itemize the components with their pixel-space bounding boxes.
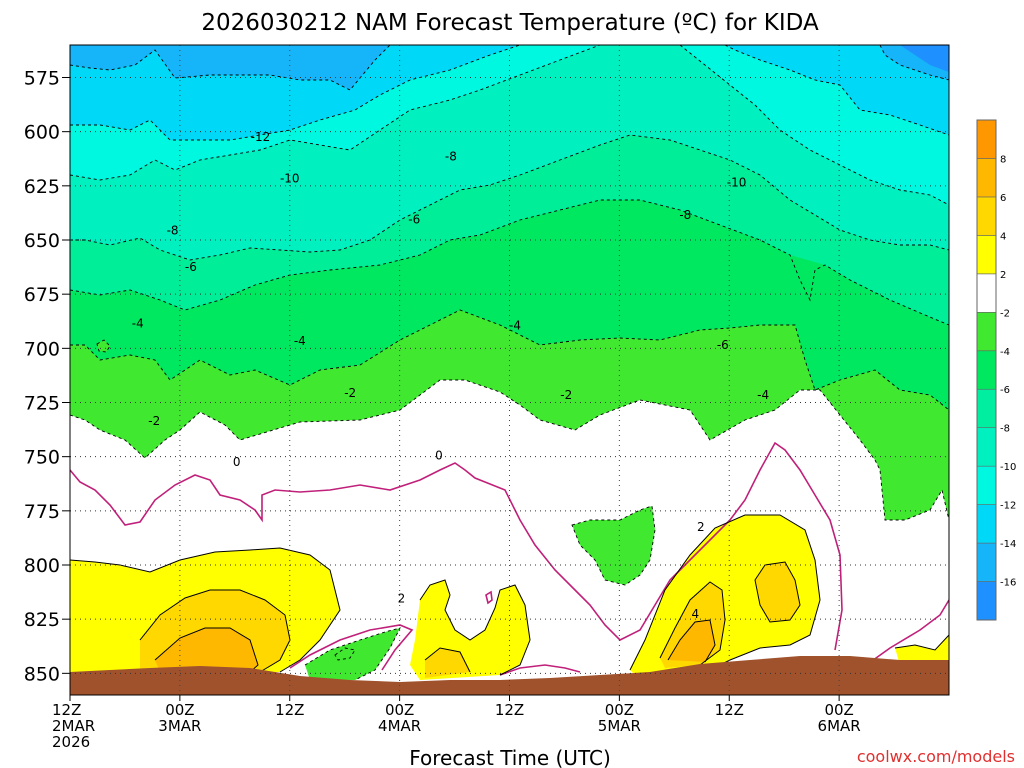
isotherm-solid-lines (70, 514, 949, 676)
x-tick-label: 00Z (385, 701, 414, 719)
legend-tick-label: 2 (1000, 270, 1006, 281)
legend-swatch (976, 504, 997, 544)
y-tick-label: 725 (24, 393, 60, 415)
legend-swatch (976, 158, 997, 198)
isotherm-zero-lines (70, 441, 949, 676)
x-tick-label: 2026 (52, 733, 90, 751)
isotherm-label: -12 (251, 130, 271, 144)
y-tick-label: 800 (24, 555, 60, 577)
credit-text: coolwx.com/models (857, 747, 1015, 766)
legend-swatch (976, 427, 997, 467)
legend-swatch (976, 581, 997, 621)
isotherm-label: -4 (132, 317, 144, 331)
isotherm-label: -4 (757, 388, 769, 402)
y-tick-label: 825 (24, 609, 60, 631)
isotherm-labels: -12 -10 -8 -8 -10 -8 -6 -6 -4 -4 -4 -6 -4 -2 -2 -2 0 0 2 2 4 (132, 130, 769, 621)
band-4-6-mid (425, 648, 470, 678)
legend-tick-label: -4 (1000, 347, 1010, 358)
legend-swatch (976, 235, 997, 275)
isotherm-label: 2 (697, 520, 705, 534)
band-minus-16-to-minus-18 (900, 45, 949, 72)
y-tick-label: 575 (24, 68, 60, 90)
legend-tick-label: -8 (1000, 424, 1010, 435)
legend-swatch (976, 312, 997, 352)
legend-swatch (976, 196, 997, 236)
legend-swatch (976, 542, 997, 582)
band-6-8-left (155, 628, 258, 672)
y-tick-label: 700 (24, 338, 60, 360)
x-tick-label: 12Z (52, 701, 81, 719)
legend-swatch (976, 273, 997, 313)
y-tick-label: 775 (24, 501, 60, 523)
x-tick-label: 12Z (715, 701, 744, 719)
plot-area (70, 45, 949, 695)
isotherm-label: -4 (294, 334, 306, 348)
legend-tick-label: 8 (1000, 154, 1006, 165)
band-6-8-right (668, 620, 715, 662)
x-tick-label: 5MAR (598, 717, 641, 735)
isotherm-label: 2 (398, 592, 406, 606)
legend-tick-label: -12 (1000, 501, 1016, 512)
x-tick-label: 4MAR (378, 717, 421, 735)
legend-swatch (976, 465, 997, 505)
isotherm-label: -8 (445, 150, 457, 164)
legend-tick-label: -2 (1000, 308, 1010, 319)
color-legend: -16 -14 -12 -10 -8 -6 -4 -2 2 4 6 8 (976, 119, 1016, 621)
y-tick-label: 750 (24, 447, 60, 469)
band-yellow-far-right (895, 635, 949, 665)
isotherm-label: -6 (185, 260, 197, 274)
legend-frame (976, 119, 997, 621)
y-tick-label: 625 (24, 176, 60, 198)
y-tick-label: 650 (24, 230, 60, 252)
y-tick-label: 600 (24, 122, 60, 144)
y-tick-label: 850 (24, 663, 60, 685)
legend-swatch (976, 350, 997, 390)
isotherm-label: -2 (344, 386, 356, 400)
band-green-mid (305, 628, 400, 680)
isotherm-dashed-lines (70, 45, 949, 681)
legend-tick-label: -16 (1000, 578, 1016, 589)
legend-tick-label: -14 (1000, 539, 1016, 550)
x-tick-label: 3MAR (158, 717, 201, 735)
x-tick-label: 2MAR (52, 717, 95, 735)
y-tick-label: 675 (24, 284, 60, 306)
isotherm-label: 4 (692, 607, 700, 621)
isotherm-label: -2 (148, 414, 160, 428)
isotherm-label: -2 (560, 388, 572, 402)
isotherm-label: -10 (280, 171, 300, 185)
band-minus-14-to-minus-16 (70, 45, 949, 90)
x-axis-label: Forecast Time (UTC) (409, 746, 611, 768)
chart-title: 2026030212 NAM Forecast Temperature (ºC)… (201, 10, 819, 36)
isotherm-label: -10 (727, 176, 747, 190)
legend-tick-label: 6 (1000, 193, 1006, 204)
legend-tick-label: -10 (1000, 462, 1016, 473)
y-tick-labels: 575 600 625 650 675 700 725 750 775 800 825 850 (24, 68, 70, 685)
legend-swatch (976, 119, 997, 159)
legend-tick-label: 4 (1000, 231, 1006, 242)
isotherm-label: 0 (435, 449, 443, 463)
isotherm-label: 0 (233, 455, 241, 469)
isotherm-label: -4 (509, 319, 521, 333)
isotherm-label: -6 (408, 213, 420, 227)
band-green-island (572, 506, 655, 585)
isotherm-label: -6 (717, 338, 729, 352)
legend-swatch (976, 388, 997, 428)
x-tick-label: 12Z (275, 701, 304, 719)
x-tick-label: 12Z (495, 701, 524, 719)
x-tick-label: 6MAR (818, 717, 861, 735)
x-tick-label: 00Z (165, 701, 194, 719)
isotherm-label: -8 (167, 223, 179, 237)
x-tick-label: 00Z (605, 701, 634, 719)
isotherm-label: -8 (679, 208, 691, 222)
x-tick-label: 00Z (824, 701, 853, 719)
legend-tick-label: -6 (1000, 385, 1010, 396)
